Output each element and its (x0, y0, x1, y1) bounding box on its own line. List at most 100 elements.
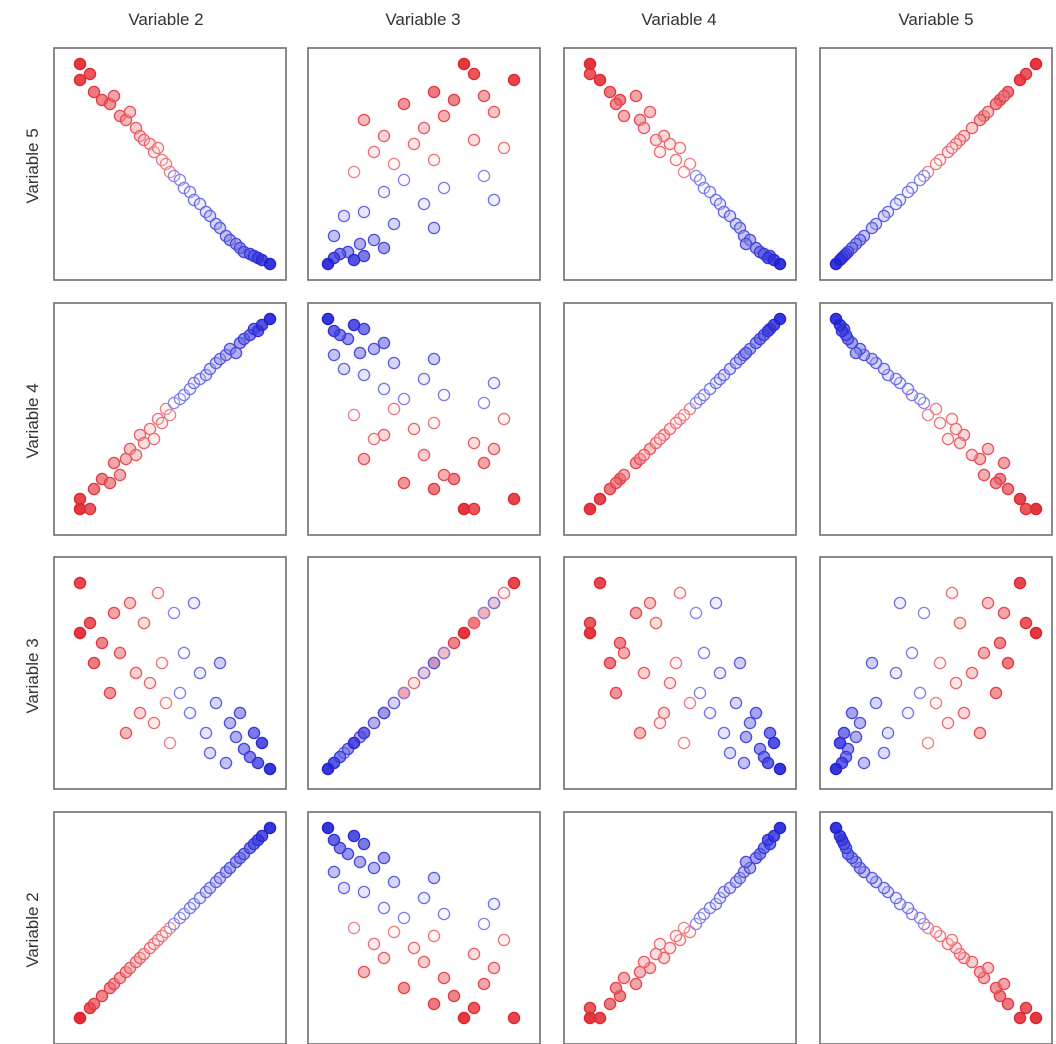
data-point (487, 897, 501, 911)
data-point (247, 726, 261, 740)
data-point (1029, 1011, 1043, 1025)
data-point (417, 666, 431, 680)
data-point (603, 85, 617, 99)
data-point (347, 165, 361, 179)
data-point (397, 981, 411, 995)
data-point (427, 416, 441, 430)
data-point (437, 468, 451, 482)
data-point (123, 105, 137, 119)
data-point (953, 616, 967, 630)
data-point (1019, 616, 1033, 630)
data-point (833, 736, 847, 750)
data-point (629, 606, 643, 620)
panel-variable-5-vs-variable-2 (53, 47, 287, 281)
data-point (87, 85, 101, 99)
data-point (357, 885, 371, 899)
data-point (973, 113, 987, 127)
data-point (447, 636, 461, 650)
data-point (677, 408, 691, 422)
data-point (387, 925, 401, 939)
data-point (367, 861, 381, 875)
panel-variable-3-vs-variable-5 (819, 556, 1053, 790)
data-point (945, 933, 959, 947)
data-point (669, 929, 683, 943)
data-point (447, 989, 461, 1003)
data-point (929, 696, 943, 710)
data-point (829, 821, 843, 835)
data-point (367, 937, 381, 951)
data-point (377, 241, 391, 255)
data-point (353, 346, 367, 360)
panel-variable-2-vs-variable-2 (53, 811, 287, 1044)
data-point (993, 636, 1007, 650)
data-point (981, 961, 995, 975)
data-point (637, 448, 651, 462)
data-point (113, 646, 127, 660)
panel-frame (307, 47, 541, 281)
data-point (151, 586, 165, 600)
data-point (107, 606, 121, 620)
data-point (683, 696, 697, 710)
data-point (869, 696, 883, 710)
data-point (957, 706, 971, 720)
data-point (877, 746, 891, 760)
data-point (377, 336, 391, 350)
data-point (609, 981, 623, 995)
data-point (123, 596, 137, 610)
data-point (251, 756, 265, 770)
data-point (729, 696, 743, 710)
data-point (387, 356, 401, 370)
panel-variable-4-vs-variable-4 (563, 302, 797, 536)
data-point (653, 145, 667, 159)
data-point (427, 153, 441, 167)
data-point (965, 666, 979, 680)
data-point (367, 145, 381, 159)
data-point (487, 442, 501, 456)
data-point (921, 736, 935, 750)
data-point (723, 746, 737, 760)
data-point (945, 412, 959, 426)
data-point (981, 596, 995, 610)
data-point (187, 596, 201, 610)
data-point (829, 312, 843, 326)
data-point (669, 656, 683, 670)
data-point (107, 89, 121, 103)
data-point (767, 736, 781, 750)
data-point (263, 821, 277, 835)
data-point (407, 422, 421, 436)
data-point (477, 917, 491, 931)
data-point (427, 85, 441, 99)
panel-variable-4-vs-variable-5 (819, 302, 1053, 536)
data-point (497, 933, 511, 947)
data-point (151, 141, 165, 155)
data-point (689, 606, 703, 620)
data-point (1019, 502, 1033, 516)
data-point (163, 736, 177, 750)
data-point (367, 432, 381, 446)
data-point (477, 89, 491, 103)
data-point (637, 955, 651, 969)
panel-variable-5-vs-variable-4 (563, 47, 797, 281)
data-point (761, 756, 775, 770)
data-point (73, 576, 87, 590)
data-point (977, 468, 991, 482)
data-point (629, 89, 643, 103)
data-point (1001, 997, 1015, 1011)
data-point (457, 1011, 471, 1025)
data-point (387, 402, 401, 416)
data-point (901, 706, 915, 720)
data-point (407, 676, 421, 690)
data-point (467, 947, 481, 961)
data-point (377, 951, 391, 965)
data-point (609, 476, 623, 490)
data-point (853, 716, 867, 730)
data-point (997, 606, 1011, 620)
data-point (73, 57, 87, 71)
data-point (649, 133, 663, 147)
data-point (989, 97, 1003, 111)
data-point (677, 921, 691, 935)
data-point (83, 67, 97, 81)
data-point (155, 656, 169, 670)
data-point (387, 875, 401, 889)
data-point (73, 626, 87, 640)
